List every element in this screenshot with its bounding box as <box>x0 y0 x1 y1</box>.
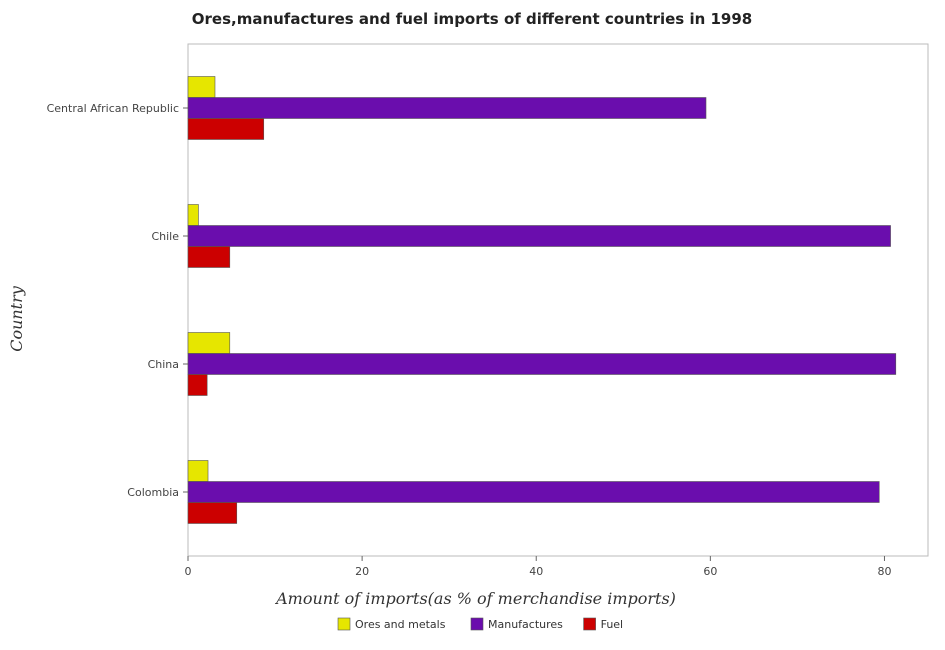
legend-swatch <box>337 617 351 631</box>
legend-label: Ores and metals <box>355 618 446 631</box>
x-tick-label: 80 <box>877 565 891 578</box>
bar <box>187 118 265 140</box>
bar <box>187 353 897 375</box>
legend: Ores and metals Manufactures Fuel <box>337 617 624 631</box>
x-tick-label: 20 <box>355 565 369 578</box>
plot-area: 0 20 40 60 80 Central African Republic Chile Ch… <box>47 43 929 578</box>
bar <box>187 97 707 119</box>
y-axis-title: Country <box>7 285 26 352</box>
y-tick-label: Colombia <box>127 486 179 499</box>
bar <box>187 246 231 268</box>
y-tick-label: Central African Republic <box>47 102 179 115</box>
legend-label: Fuel <box>601 618 624 631</box>
bar <box>187 481 880 503</box>
bar <box>187 332 231 354</box>
legend-label: Manufactures <box>488 618 563 631</box>
plot-frame <box>187 43 929 557</box>
bar <box>187 225 891 247</box>
y-tick-label: Chile <box>151 230 179 243</box>
bar <box>187 374 208 396</box>
legend-swatch <box>470 617 484 631</box>
chart-title: Ores,manufactures and fuel imports of di… <box>192 10 752 28</box>
bar <box>187 76 216 98</box>
x-tick-label: 40 <box>529 565 543 578</box>
x-tick-label: 60 <box>703 565 717 578</box>
x-axis-title: Amount of imports(as % of merchandise im… <box>274 589 676 608</box>
bar <box>187 460 209 482</box>
y-tick-label: China <box>148 358 179 371</box>
x-tick-label: 0 <box>185 565 192 578</box>
bar <box>187 502 238 524</box>
legend-swatch <box>583 617 596 631</box>
bar <box>187 204 199 226</box>
